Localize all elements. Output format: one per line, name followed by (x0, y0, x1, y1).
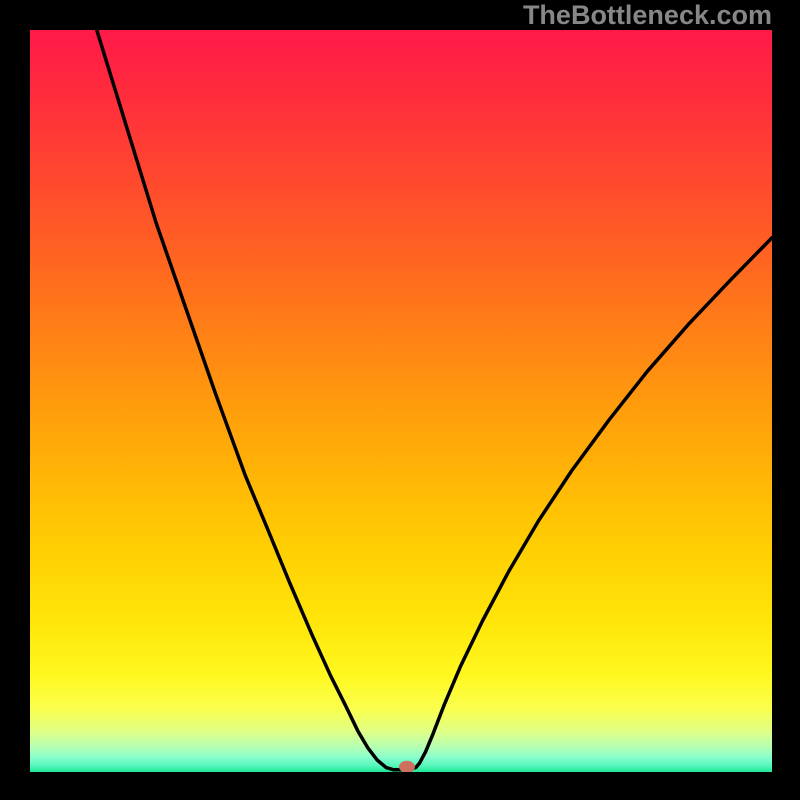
watermark-text: TheBottleneck.com (523, 0, 772, 31)
chart-frame: TheBottleneck.com (0, 0, 800, 800)
bottleneck-curve-chart (30, 30, 772, 772)
gradient-background (30, 30, 772, 772)
